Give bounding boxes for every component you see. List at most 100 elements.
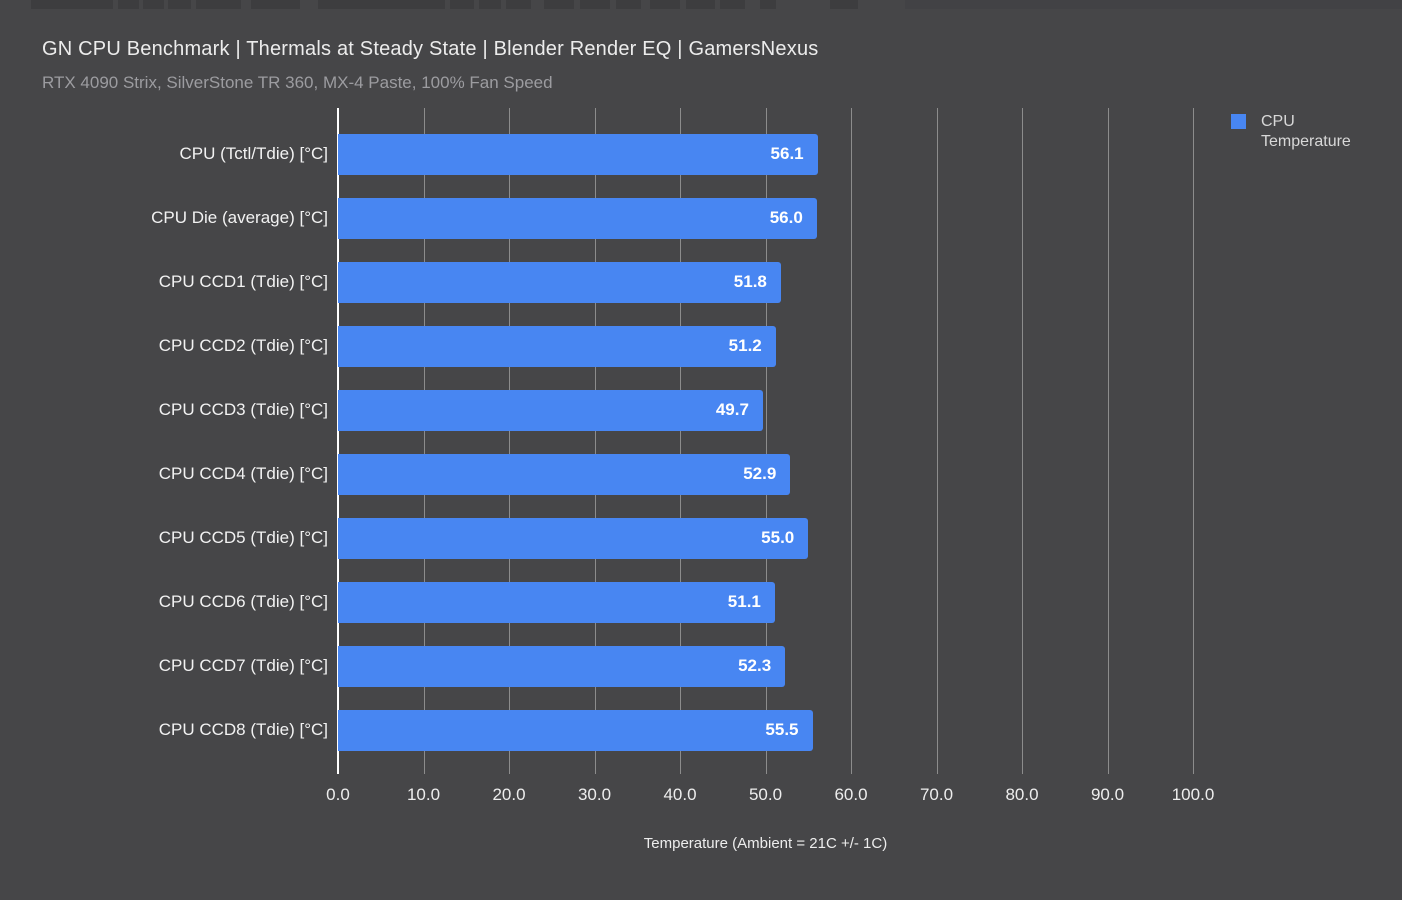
bar-row: CPU CCD3 (Tdie) [°C] 49.7 bbox=[0, 378, 1193, 442]
gridline bbox=[423, 108, 425, 774]
bar-track: 51.2 bbox=[338, 325, 1193, 367]
legend-swatch-cpu-temperature bbox=[1231, 114, 1246, 129]
top-strip-block bbox=[506, 0, 531, 9]
bar: 56.0 bbox=[338, 197, 817, 239]
x-tick-label: 80.0 bbox=[1005, 785, 1039, 804]
bar-value-label: 51.8 bbox=[733, 272, 767, 291]
x-tick-label: 70.0 bbox=[919, 785, 954, 804]
bar: 55.0 bbox=[338, 517, 809, 559]
top-strip-block bbox=[686, 0, 715, 9]
bar-value-label: 51.1 bbox=[727, 592, 761, 611]
bar-row: CPU CCD2 (Tdie) [°C] 51.2 bbox=[0, 314, 1193, 378]
bar-value-label: 56.1 bbox=[770, 144, 804, 163]
category-label: CPU (Tctl/Tdie) [°C] bbox=[179, 144, 328, 163]
bar-value-label: 55.0 bbox=[761, 528, 795, 547]
bar-track: 56.0 bbox=[338, 197, 1193, 239]
top-strip-block bbox=[318, 0, 445, 9]
bar-value-label: 55.5 bbox=[765, 720, 799, 739]
category-label: CPU CCD6 (Tdie) [°C] bbox=[158, 592, 328, 611]
top-strip-block bbox=[450, 0, 474, 9]
bar: 52.9 bbox=[338, 453, 791, 495]
x-tick-label: 30.0 bbox=[577, 785, 612, 804]
x-tick-label: 90.0 bbox=[1090, 785, 1125, 804]
bar-value-label: 51.2 bbox=[728, 336, 762, 355]
bar-track: 49.7 bbox=[338, 389, 1193, 431]
bar: 51.8 bbox=[338, 261, 781, 303]
gridline bbox=[594, 108, 596, 774]
bar-value-label: 52.9 bbox=[743, 464, 777, 483]
bar-track: 51.8 bbox=[338, 261, 1193, 303]
top-strip-block bbox=[196, 0, 241, 9]
top-strip-block bbox=[168, 0, 191, 9]
bar-track: 52.3 bbox=[338, 645, 1193, 687]
bar-rows: CPU (Tctl/Tdie) [°C] 56.1 CPU Die (average… bbox=[0, 122, 1193, 762]
bar-row: CPU CCD5 (Tdie) [°C] 55.0 bbox=[0, 506, 1193, 570]
bar-row: CPU CCD7 (Tdie) [°C] 52.3 bbox=[0, 634, 1193, 698]
top-strip-block bbox=[479, 0, 501, 9]
gridline bbox=[765, 108, 767, 774]
zero-axis-line bbox=[337, 108, 339, 774]
bar: 56.1 bbox=[338, 133, 818, 175]
gridline bbox=[851, 108, 852, 774]
gridline bbox=[509, 108, 510, 774]
top-strip-band bbox=[905, 0, 1402, 9]
top-strip-block bbox=[118, 0, 139, 9]
bar-row: CPU CCD1 (Tdie) [°C] 51.8 bbox=[0, 250, 1193, 314]
top-strip-block bbox=[760, 0, 776, 9]
top-strip-block bbox=[650, 0, 680, 9]
category-label: CPU Die (average) [°C] bbox=[151, 208, 328, 227]
x-axis-title: Temperature (Ambient = 21C +/- 1C) bbox=[643, 835, 888, 852]
category-label: CPU CCD5 (Tdie) [°C] bbox=[158, 528, 328, 547]
category-label: CPU CCD8 (Tdie) [°C] bbox=[158, 720, 328, 739]
bar-value-label: 56.0 bbox=[769, 208, 803, 227]
bar-track: 52.9 bbox=[338, 453, 1193, 495]
bar-track: 51.1 bbox=[338, 581, 1193, 623]
bar-row: CPU Die (average) [°C] 56.0 bbox=[0, 186, 1193, 250]
bar-track: 55.5 bbox=[338, 709, 1193, 751]
bar-row: CPU (Tctl/Tdie) [°C] 56.1 bbox=[0, 122, 1193, 186]
x-tick-label: 0.0 bbox=[326, 785, 350, 804]
page-title: GN CPU Benchmark | Thermals at Steady St… bbox=[42, 38, 819, 60]
top-strip-block bbox=[616, 0, 641, 9]
category-label: CPU CCD2 (Tdie) [°C] bbox=[158, 336, 328, 355]
gridline bbox=[1107, 108, 1109, 774]
bar: 52.3 bbox=[338, 645, 786, 687]
bar: 51.1 bbox=[338, 581, 775, 623]
gridline bbox=[1022, 108, 1023, 774]
bar: 51.2 bbox=[338, 325, 776, 367]
page-subtitle: RTX 4090 Strix, SilverStone TR 360, MX-4… bbox=[42, 73, 553, 92]
top-strip-block bbox=[251, 0, 300, 9]
category-label: CPU CCD3 (Tdie) [°C] bbox=[158, 400, 328, 419]
bar-row: CPU CCD8 (Tdie) [°C] 55.5 bbox=[0, 698, 1193, 762]
bar-row: CPU CCD6 (Tdie) [°C] 51.1 bbox=[0, 570, 1193, 634]
x-tick-label: 40.0 bbox=[663, 785, 697, 804]
bar-value-label: 49.7 bbox=[715, 400, 749, 419]
category-label: CPU CCD1 (Tdie) [°C] bbox=[158, 272, 328, 291]
bar: 49.7 bbox=[338, 389, 763, 431]
gridline bbox=[1193, 108, 1194, 774]
legend: CPU Temperature bbox=[1231, 112, 1369, 152]
bar-value-label: 52.3 bbox=[738, 656, 772, 675]
top-strip-block bbox=[544, 0, 574, 9]
bar: 55.5 bbox=[338, 709, 813, 751]
legend-label-cpu-temperature: CPU Temperature bbox=[1261, 113, 1351, 150]
x-tick-label: 10.0 bbox=[406, 785, 441, 804]
category-label: CPU CCD7 (Tdie) [°C] bbox=[158, 656, 328, 675]
top-strip-block bbox=[580, 0, 610, 9]
top-strip-block bbox=[830, 0, 858, 9]
bar-row: CPU CCD4 (Tdie) [°C] 52.9 bbox=[0, 442, 1193, 506]
x-tick-label: 50.0 bbox=[748, 785, 783, 804]
top-strip-block bbox=[31, 0, 113, 9]
gridline bbox=[936, 108, 938, 774]
x-ticks: 0.0 10.0 20.0 30.0 40.0 50.0 60.0 70.0 80.0 90.0 1… bbox=[326, 785, 1214, 807]
bar-track: 56.1 bbox=[338, 133, 1193, 175]
category-label: CPU CCD4 (Tdie) [°C] bbox=[158, 464, 328, 483]
bar-track: 55.0 bbox=[338, 517, 1193, 559]
top-strip bbox=[0, 0, 1402, 9]
gridline bbox=[680, 108, 681, 774]
x-tick-label: 60.0 bbox=[834, 785, 868, 804]
x-tick-label: 20.0 bbox=[492, 785, 526, 804]
top-strip-block bbox=[720, 0, 745, 9]
plot-area bbox=[337, 108, 1194, 774]
top-strip-block bbox=[143, 0, 164, 9]
